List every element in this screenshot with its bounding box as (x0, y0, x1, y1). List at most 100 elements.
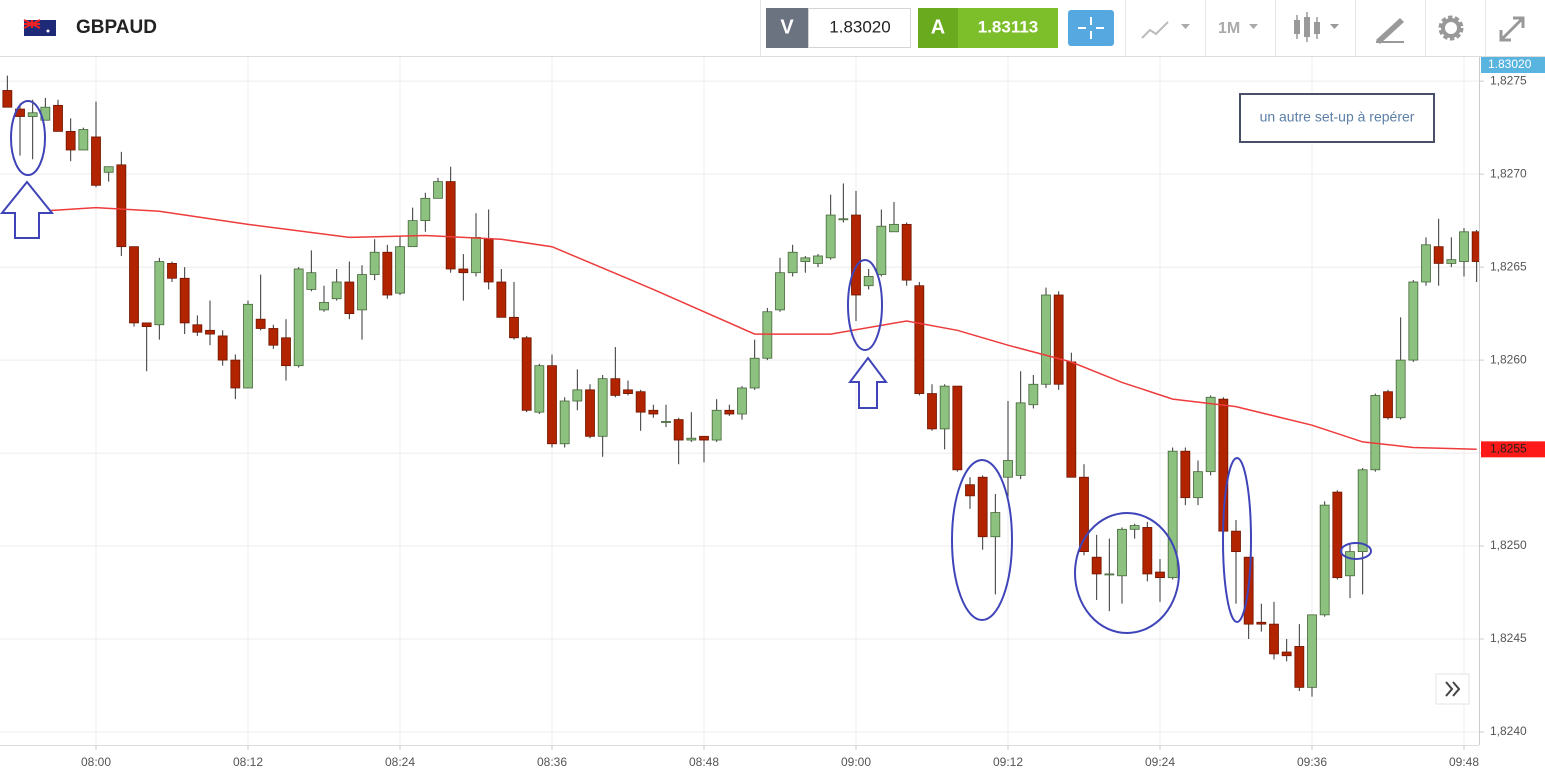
candle-body (471, 236, 481, 274)
candle-body (673, 419, 684, 441)
symbol: GBPAUD (76, 17, 157, 38)
x-tick-label: 09:12 (993, 755, 1023, 769)
candle-body (91, 136, 101, 186)
crosshair-box[interactable] (1068, 10, 1114, 46)
sell-label: V (780, 16, 794, 38)
sell-price: 1.83020 (829, 17, 890, 36)
candle-body (483, 238, 494, 283)
sell-label-box[interactable] (766, 8, 808, 48)
candle-body (1332, 491, 1343, 579)
candle-body (965, 484, 975, 497)
candle-body (293, 268, 304, 367)
candle-body (990, 512, 1001, 538)
candle-body (889, 223, 899, 233)
candle-body (1003, 460, 1013, 478)
x-tick-label: 08:48 (689, 755, 719, 769)
candle-body (357, 274, 367, 311)
candle-body (775, 272, 785, 311)
highlight-ellipse (1340, 542, 1372, 560)
buy-button[interactable]: A 1.83113 (918, 8, 1058, 48)
highlight-ellipse (1222, 457, 1252, 623)
plot-area (2, 75, 1479, 697)
sell-button[interactable]: V 1.83020 (766, 8, 911, 48)
fullscreen-button[interactable] (1499, 16, 1525, 42)
candle-body (509, 316, 519, 339)
candle-body (1357, 469, 1368, 553)
settings-button[interactable] (1438, 15, 1464, 41)
candle-body (78, 129, 89, 151)
crosshair-button[interactable] (1068, 10, 1114, 46)
arrow-up (848, 356, 888, 409)
candle-body (344, 281, 355, 315)
current-price-box (1481, 57, 1545, 73)
y-tick-label: 1,8240 (1490, 724, 1527, 738)
candle-body (1066, 361, 1077, 478)
candle-body (255, 318, 266, 329)
candle-body (496, 281, 507, 318)
scroll-icon (1445, 681, 1461, 697)
x-tick-label: 08:00 (81, 755, 111, 769)
candle-body (1307, 614, 1317, 688)
y-tick-label: 1,8260 (1490, 352, 1527, 366)
candle-body (1459, 231, 1469, 262)
timeframe-button[interactable]: 1M (1218, 20, 1258, 37)
candle-body (572, 389, 583, 402)
candle-body (800, 257, 811, 262)
candle-body (547, 365, 557, 445)
flag-cross (23, 19, 41, 29)
candle-body (407, 220, 418, 248)
candle-body (217, 335, 228, 361)
candle-body (939, 385, 950, 430)
candle-body (1167, 450, 1178, 579)
candle-body (1142, 527, 1153, 575)
candle-body (1117, 528, 1127, 577)
candle-body (116, 164, 127, 248)
annotations (0, 100, 1372, 634)
candle-body (382, 251, 393, 296)
y-tick-label: 1,8250 (1490, 538, 1527, 552)
candle-body (319, 302, 329, 311)
candle-body (1155, 571, 1165, 579)
fullscreen-icon (1499, 16, 1525, 42)
annotation-box (1239, 93, 1435, 143)
candle-body (179, 277, 190, 324)
candle-body (433, 181, 443, 199)
x-tick-label: 08:36 (537, 755, 567, 769)
ma-value-label: 1,8255 (1490, 442, 1527, 456)
flag-icon (23, 19, 56, 36)
candle-body (230, 359, 241, 389)
candle-body (838, 218, 849, 221)
candle-body (268, 328, 279, 346)
candle-body (306, 272, 317, 290)
timeframe: 1M (1218, 20, 1240, 37)
buy-price-box[interactable] (958, 8, 1058, 48)
candle-body (737, 387, 747, 415)
candle-body (597, 378, 608, 437)
candle-body (331, 281, 342, 300)
candle-body (863, 276, 874, 287)
candle-icon-wicks (1296, 12, 1318, 42)
candle-body (1446, 259, 1457, 264)
candle-body (610, 378, 621, 396)
buy-label-box[interactable] (918, 8, 958, 48)
candles-button[interactable] (1294, 12, 1339, 42)
candle-body (458, 268, 469, 274)
candle-body (1231, 530, 1241, 553)
drawing-button[interactable] (1376, 18, 1404, 44)
candle-body (813, 255, 823, 264)
chart-type-button[interactable] (1141, 21, 1190, 39)
candle-body (711, 409, 722, 441)
candle-body (1319, 504, 1330, 616)
candle-body (1433, 246, 1444, 264)
candle-body (445, 181, 456, 270)
x-tick-label: 08:24 (385, 755, 415, 769)
candle-body (1370, 395, 1381, 471)
x-tick-label: 09:48 (1449, 755, 1479, 769)
candle-body (205, 329, 215, 335)
candle-body (1395, 359, 1406, 419)
scroll-button[interactable] (1435, 673, 1470, 705)
annotation-text: un autre set-up à repérer (1260, 109, 1415, 125)
candle-body (1091, 556, 1102, 575)
sell-price-box[interactable] (808, 8, 911, 48)
